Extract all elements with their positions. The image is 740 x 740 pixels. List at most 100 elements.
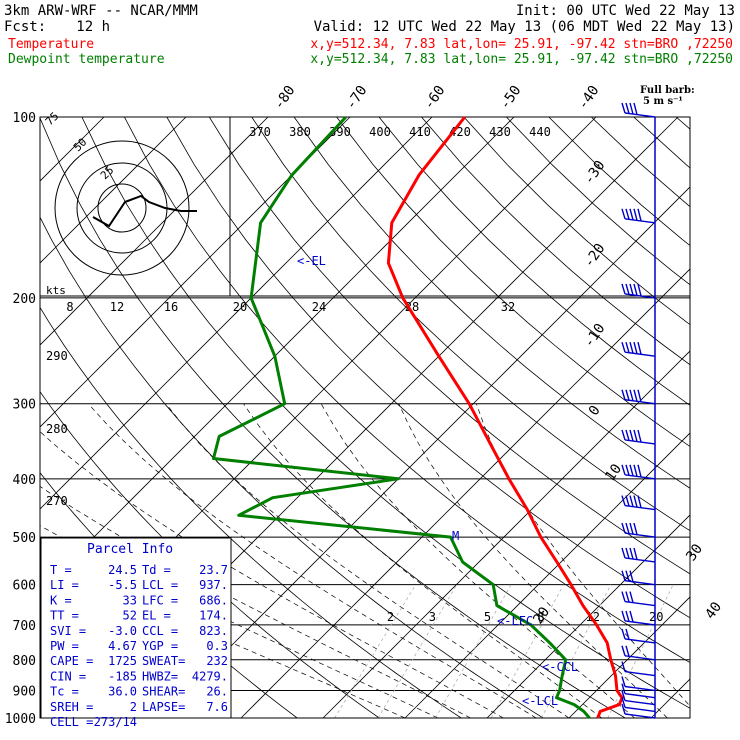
theta-tick-label: 270 xyxy=(46,494,68,508)
barb-flag xyxy=(625,102,630,114)
wind-barb xyxy=(621,283,656,299)
pressure-tick-label: 700 xyxy=(13,619,36,634)
wind-barb xyxy=(621,102,656,118)
hodograph-speed-label: 32 xyxy=(501,300,515,314)
wind-barb xyxy=(621,645,656,661)
barb-flag xyxy=(621,683,626,694)
isotherm-line xyxy=(40,117,187,264)
parcel-info-row: CELL = 273/14 xyxy=(50,715,137,729)
barb-flag xyxy=(625,570,630,582)
barb-flag xyxy=(621,661,626,672)
parcel-param-label: CELL = xyxy=(50,715,93,729)
barb-flag xyxy=(625,645,630,657)
barb-flag xyxy=(621,570,626,581)
wind-barb xyxy=(621,697,656,713)
barb-shaft xyxy=(624,713,656,719)
isotherm-line xyxy=(158,186,690,718)
parcel-param-label: HWBZ= xyxy=(142,669,178,683)
wind-barb xyxy=(621,495,656,511)
barb-flag xyxy=(621,676,626,687)
moist-adiabat xyxy=(87,403,537,718)
temperature-tick-label: 10 xyxy=(602,461,625,484)
temperature-tick-label: -70 xyxy=(343,83,371,113)
parcel-param-value: 33 xyxy=(123,593,137,607)
hodograph-ring-label: 25 xyxy=(98,164,117,183)
dry-adiabat xyxy=(378,117,690,406)
dry-adiabat xyxy=(40,306,462,718)
barb-flag xyxy=(621,610,626,622)
wind-barb xyxy=(621,389,656,405)
wind-barb xyxy=(621,610,656,626)
parcel-info-panel xyxy=(40,537,232,719)
barb-shaft xyxy=(624,504,656,511)
barb-flag xyxy=(625,610,630,622)
hodograph-ring-label: 75 xyxy=(43,110,62,129)
parcel-info-row: LI = -5.5 LCL = 937. xyxy=(50,578,228,592)
barb-flag xyxy=(629,208,634,221)
barb-shaft xyxy=(624,579,656,586)
barb-flag xyxy=(621,102,626,114)
parcel-param-value: -185 xyxy=(108,669,137,683)
barb-flag xyxy=(629,283,634,296)
hodograph-speed-label: 24 xyxy=(312,300,326,314)
isotherm-line xyxy=(568,596,690,718)
parcel-param-value: 4.67 xyxy=(108,639,137,653)
dry-adiabat xyxy=(421,117,690,366)
parcel-param-label: CIN = xyxy=(50,669,86,683)
barb-flag xyxy=(621,495,626,506)
barb-flag xyxy=(625,522,630,534)
isotherm-line xyxy=(40,117,433,510)
wind-barbs: Full barb:5 m s⁻¹ xyxy=(621,85,695,719)
temperature-tick-label: -60 xyxy=(421,83,449,113)
barb-flag xyxy=(621,690,626,701)
barb-flag xyxy=(633,283,638,296)
barb-flag xyxy=(633,341,638,354)
barb-flag xyxy=(625,591,630,603)
isotherm-line xyxy=(40,117,351,428)
barb-flag xyxy=(633,102,638,115)
parcel-param-label: YGP = xyxy=(142,639,178,653)
parcel-param-value: 26. xyxy=(206,685,228,699)
barb-shaft xyxy=(624,399,656,405)
barb-flag xyxy=(629,522,634,535)
barb-legend-units: 5 m s⁻¹ xyxy=(643,96,683,107)
parcel-param-value: 273/14 xyxy=(94,715,137,729)
lcl-marker: <-LCL xyxy=(522,694,558,708)
parcel-info-box: Parcel Info T = 24.5 Td = 23.7 LI = -5.5 LCL = 9… xyxy=(40,537,232,729)
temperature-tick-label: 30 xyxy=(683,541,706,564)
barb-flag xyxy=(625,341,630,353)
parcel-param-value: 36.0 xyxy=(108,685,137,699)
parcel-info-row: SREH = 2 LAPSE= 7.6 xyxy=(50,700,228,714)
model-title: 3km ARW-WRF -- NCAR/MMM xyxy=(4,3,198,19)
mixing-ratio-label: 5 xyxy=(484,610,491,624)
barb-shaft xyxy=(624,699,656,706)
wind-barb xyxy=(621,464,656,480)
barb-flag xyxy=(621,341,626,353)
barb-shaft xyxy=(624,351,656,357)
barb-flag xyxy=(625,464,630,476)
barb-flag xyxy=(629,102,634,115)
freezing-level-marker: M xyxy=(452,529,459,543)
barb-shaft xyxy=(624,670,656,677)
barb-flag xyxy=(625,628,630,640)
parcel-info-row: PW = 4.67 YGP = 0.3 xyxy=(50,639,228,653)
forecast-label: Fcst: xyxy=(4,19,46,35)
parcel-param-label: T = xyxy=(50,563,72,577)
forecast-value: 12 h xyxy=(76,19,110,35)
barb-shaft xyxy=(624,620,656,626)
pressure-tick-label: 800 xyxy=(13,654,36,669)
dry-adiabat xyxy=(166,117,690,619)
pressure-tick-label: 200 xyxy=(13,292,36,307)
dry-adiabat xyxy=(40,117,626,718)
parcel-param-value: 4279. xyxy=(192,669,228,683)
parcel-info-row: CIN = -185 HWBZ= 4279. xyxy=(50,669,228,683)
parcel-param-value: 2 xyxy=(130,700,137,714)
parcel-param-value: 23.7 xyxy=(199,563,228,577)
parcel-info-row: TT = 52 EL = 174. xyxy=(50,609,228,623)
mixing-ratio-label: 2 xyxy=(387,610,394,624)
parcel-param-label: SREH = xyxy=(50,700,93,714)
isotherm-line xyxy=(733,117,740,718)
barb-flag xyxy=(621,628,626,640)
hodograph-speed-label: 12 xyxy=(110,300,124,314)
